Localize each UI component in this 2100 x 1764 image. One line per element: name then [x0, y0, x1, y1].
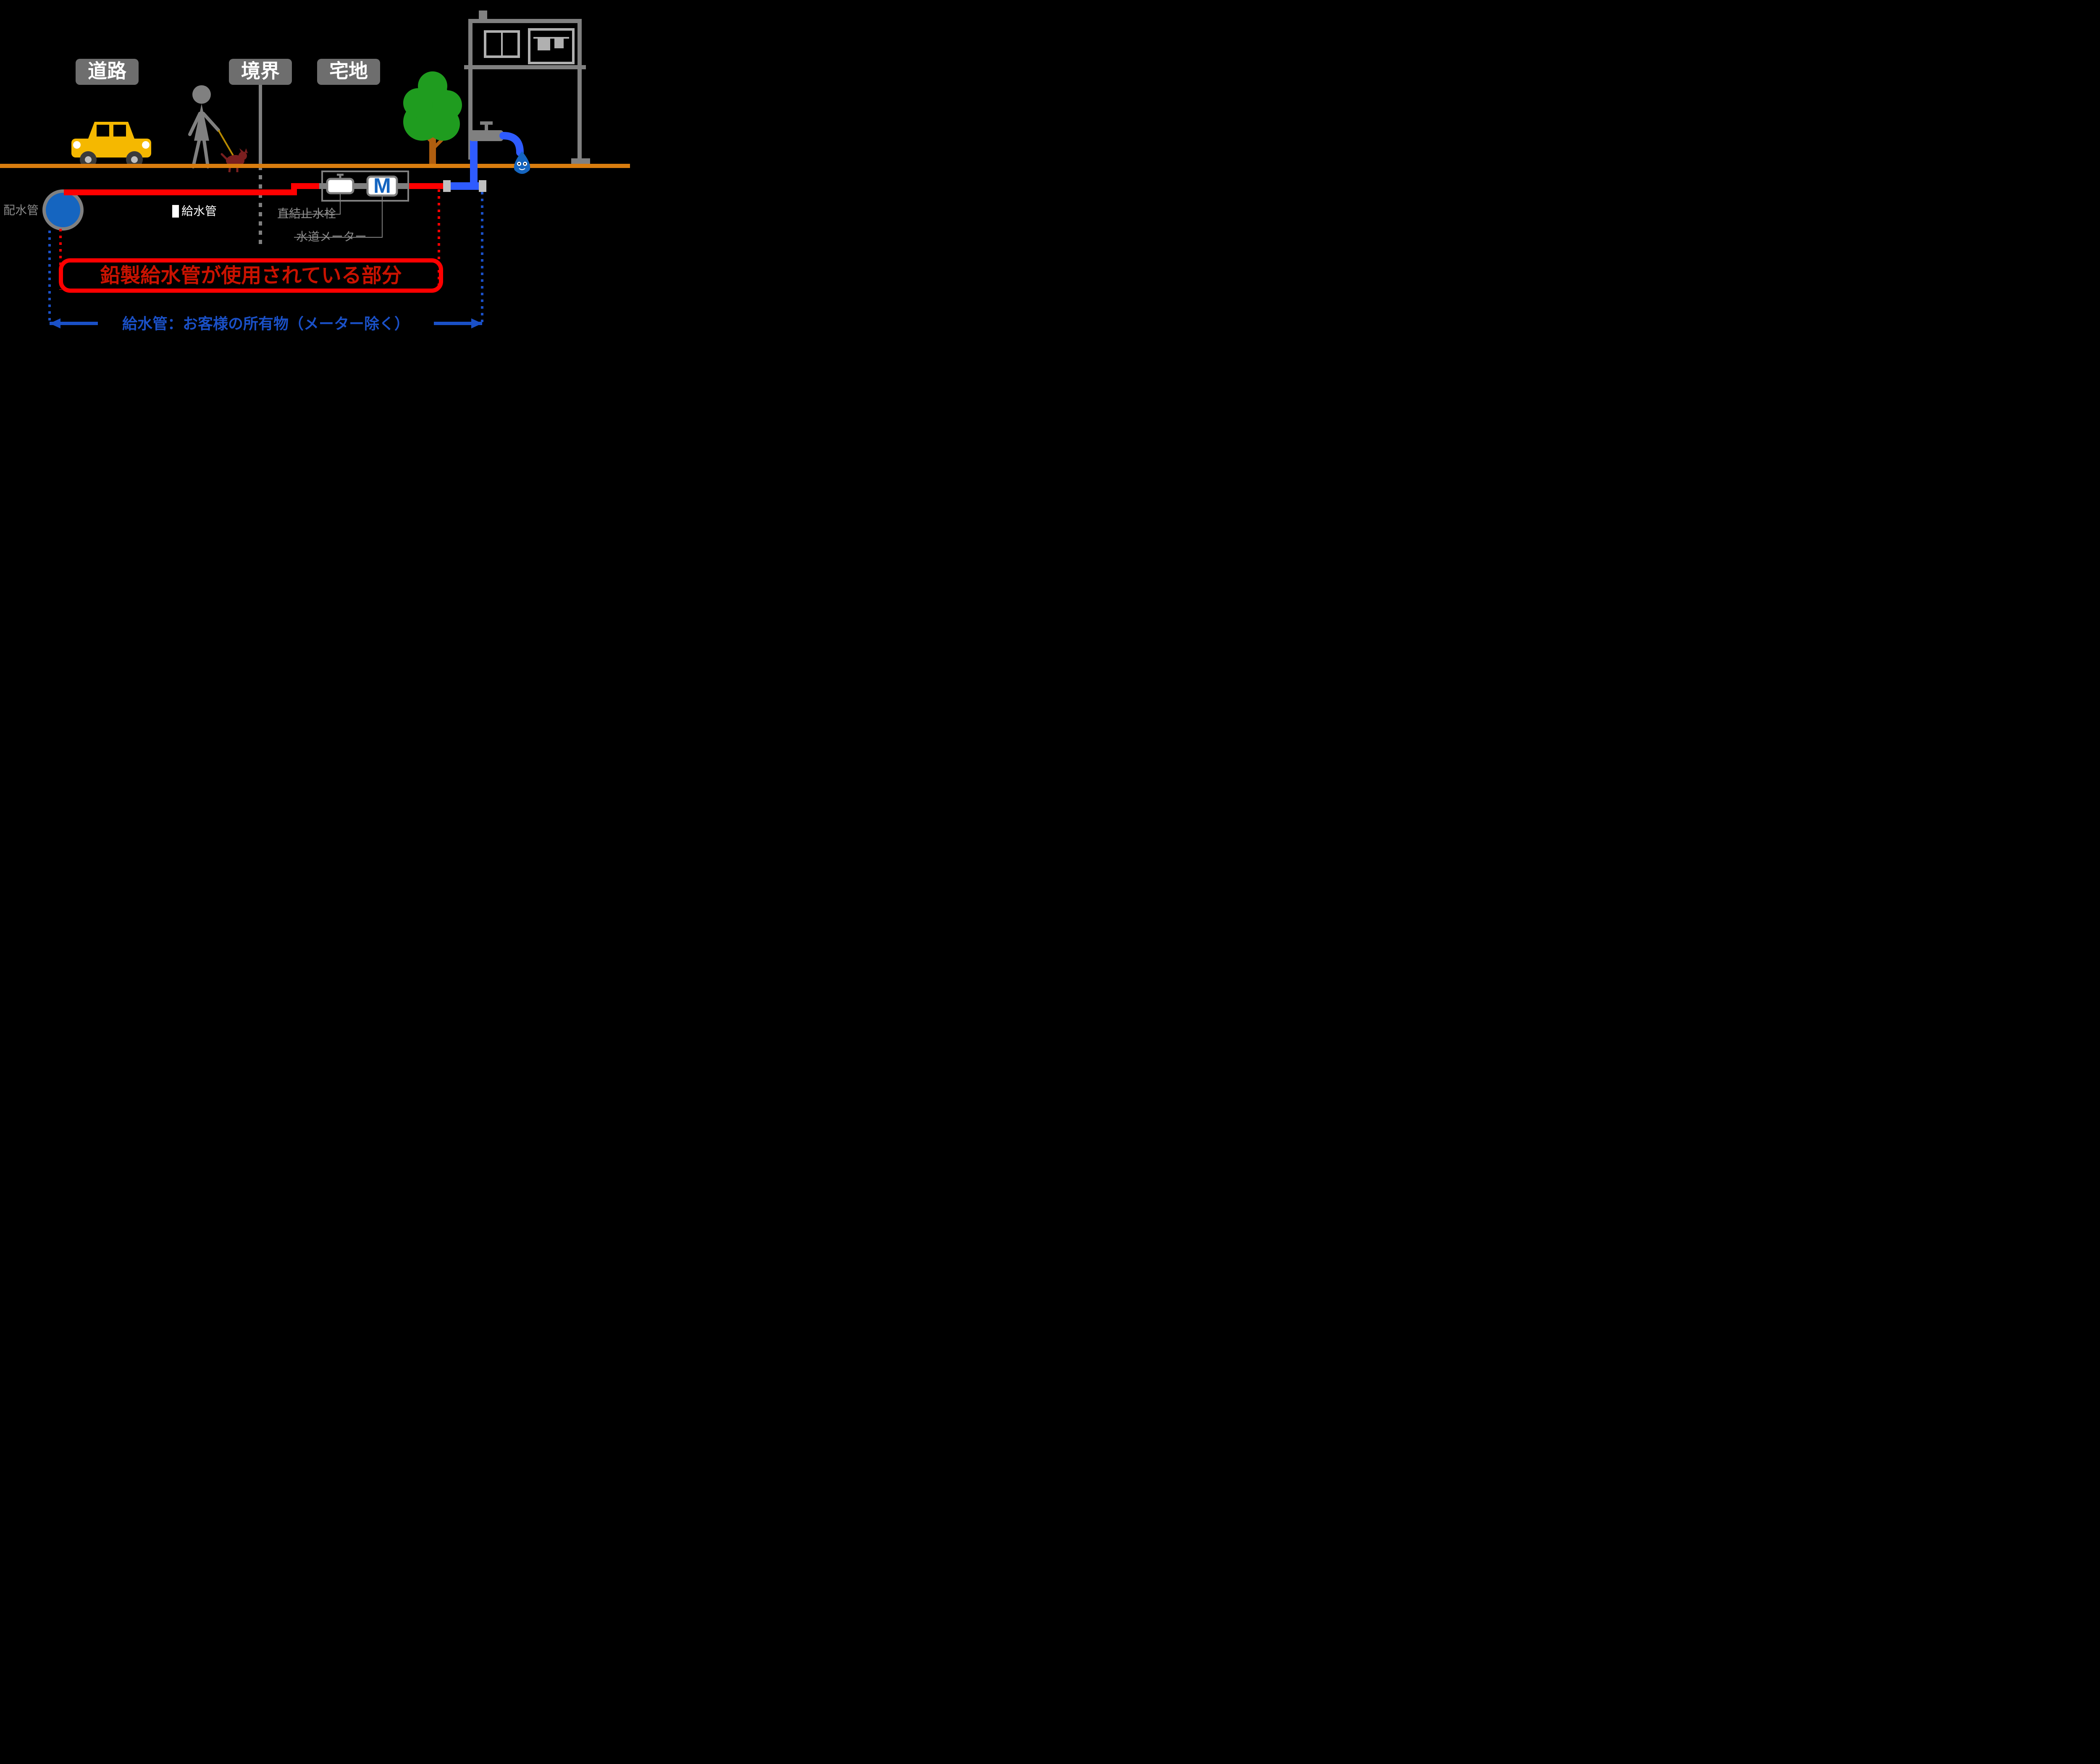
distribution-pipe-label: 配水管: [3, 204, 39, 217]
supply-pipe-marker: [172, 205, 179, 218]
svg-text:道路: 道路: [88, 60, 127, 82]
labels.road: 道路: [76, 59, 139, 85]
meter-label: 水道メーター: [296, 230, 367, 243]
labels.boundary: 境界: [229, 59, 292, 85]
svg-text:境界: 境界: [241, 60, 280, 82]
svg-text:M: M: [373, 174, 391, 197]
stop-valve-icon: [327, 179, 353, 193]
ownership-label: 給水管：お客様の所有物（メーター除く）: [122, 315, 410, 332]
stop-valve-label: 直結止水栓: [277, 207, 336, 220]
distribution-pipe-icon: [44, 191, 82, 229]
labels.property: 宅地: [317, 59, 380, 85]
lead-section-label: 鉛製給水管が使用されている部分: [100, 265, 402, 287]
svg-text:宅地: 宅地: [329, 60, 368, 82]
supply-pipe-label: 給水管: [181, 205, 217, 218]
